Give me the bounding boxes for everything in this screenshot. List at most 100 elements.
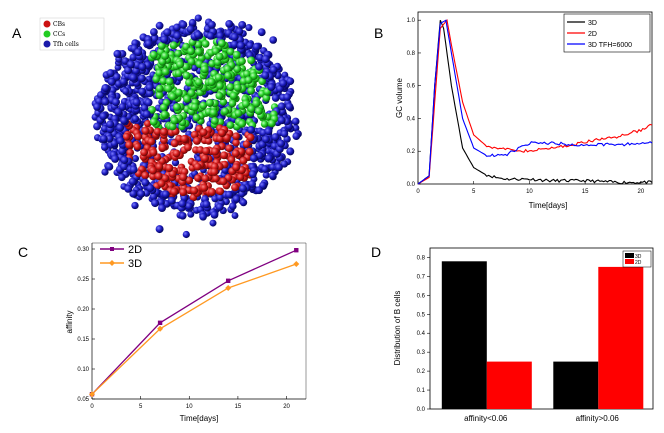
sphere-cc [149,117,158,126]
sphere-cc [247,86,255,95]
sphere-tfh [142,110,151,119]
panel-c-y-axis-label: affinity [65,311,74,334]
sphere-tfh [249,154,258,163]
sphere-tfh [206,31,215,40]
sphere-cc [238,119,246,128]
sphere-cc [194,40,203,49]
sphere-tfh [119,77,128,86]
sphere-cc [232,50,241,59]
sphere-cb [236,173,245,182]
panel-d-distribution-chart: 0.0 0.1 0.2 0.3 0.4 0.5 0.6 0.7 0.8 affinity<0.06… [393,247,654,423]
sphere-tfh [99,112,108,121]
sphere-tfh [134,48,143,57]
legend-tfh-marker [43,40,51,48]
sphere-tfh [225,20,234,28]
sphere-cc [200,65,209,74]
sphere-tfh [118,173,126,182]
sphere-tfh [114,108,123,116]
sphere-cb [185,176,194,185]
sphere-tfh [182,230,190,239]
legend-d-3d-label: 3D [635,254,642,260]
sphere-tfh [261,55,270,64]
panel-b-y-tick-label: 1.0 [407,18,416,24]
sphere-cb [133,142,142,151]
sphere-tfh [292,132,301,140]
sphere-cb [148,166,157,175]
sphere-cb [190,130,199,139]
sphere-cb [194,174,202,182]
panel-d-y-tick-label: 0.8 [417,255,426,261]
sphere-cc [207,78,216,86]
sphere-cc [187,47,196,56]
sphere-tfh [100,124,109,133]
sphere-tfh [105,134,114,143]
panel-b-plot-frame [417,11,653,185]
sphere-cc [199,101,208,110]
sphere-tfh [151,199,160,208]
panel-c-y-tick-label: 0.25 [77,277,89,283]
sphere-tfh [93,122,102,131]
sphere-cb [172,149,181,158]
sphere-cc [211,117,219,125]
panel-c-point-2d [225,278,231,283]
panel-c-point-2d [294,248,299,253]
panel-b-x-tick-label: 20 [638,189,645,195]
sphere-cc [226,121,235,130]
panel-d-plot-frame [429,247,654,410]
sphere-tfh [132,67,140,75]
sphere-cb [134,132,143,141]
sphere-tfh [116,136,125,145]
sphere-tfh [120,162,129,171]
sphere-tfh [247,125,256,134]
sphere-cb [154,172,163,181]
sphere-tfh [126,60,135,69]
sphere-tfh [106,69,115,78]
sphere-tfh [141,178,150,187]
panel-d-y-tick-label: 0.1 [417,388,426,394]
sphere-tfh [228,202,237,211]
sphere-tfh [271,133,280,142]
sphere-cb [232,163,241,172]
sphere-cc [226,48,235,56]
panel-d-y-tick-label: 0.2 [417,369,426,375]
sphere-tfh [116,123,125,132]
sphere-cc [226,83,235,92]
sphere-tfh [271,94,280,102]
panel-c-point-3d [225,285,232,291]
sphere-tfh [101,143,109,151]
sphere-cc [214,73,223,82]
sphere-cc [155,91,164,100]
panel-b-series-line-1 [417,18,653,185]
sphere-tfh [137,189,146,198]
sphere-cc [247,104,256,113]
sphere-tfh [131,201,139,210]
sphere-cc [182,71,191,80]
sphere-cc [187,89,196,98]
panel-b-series-line-0 [417,19,653,185]
sphere-cb [212,174,220,183]
sphere-cb [147,137,156,146]
sphere-cb [125,140,134,149]
sphere-cb [246,133,255,142]
sphere-cc [157,41,166,50]
panel-c-x-tick-label: 5 [139,404,143,410]
sphere-tfh [173,23,181,32]
sphere-cb [202,147,211,155]
sphere-cc [252,99,261,108]
sphere-tfh [149,192,158,201]
sphere-tfh [232,194,241,203]
panel-d-y-tick-label: 0.5 [417,312,426,318]
sphere-tfh [262,135,270,144]
sphere-cb [216,187,225,196]
sphere-cb [158,143,167,152]
sphere-cb [245,147,254,156]
sphere-cc [185,78,193,87]
sphere-cc [148,105,156,114]
sphere-cc [233,83,242,92]
panel-c-y-tick-label: 0.20 [77,307,89,313]
sphere-tfh [283,93,292,101]
legend-d-3d-swatch [625,253,634,258]
sphere-cc [229,91,238,100]
sphere-cb [149,148,158,157]
panel-d-y-tick-label: 0.6 [417,293,426,299]
